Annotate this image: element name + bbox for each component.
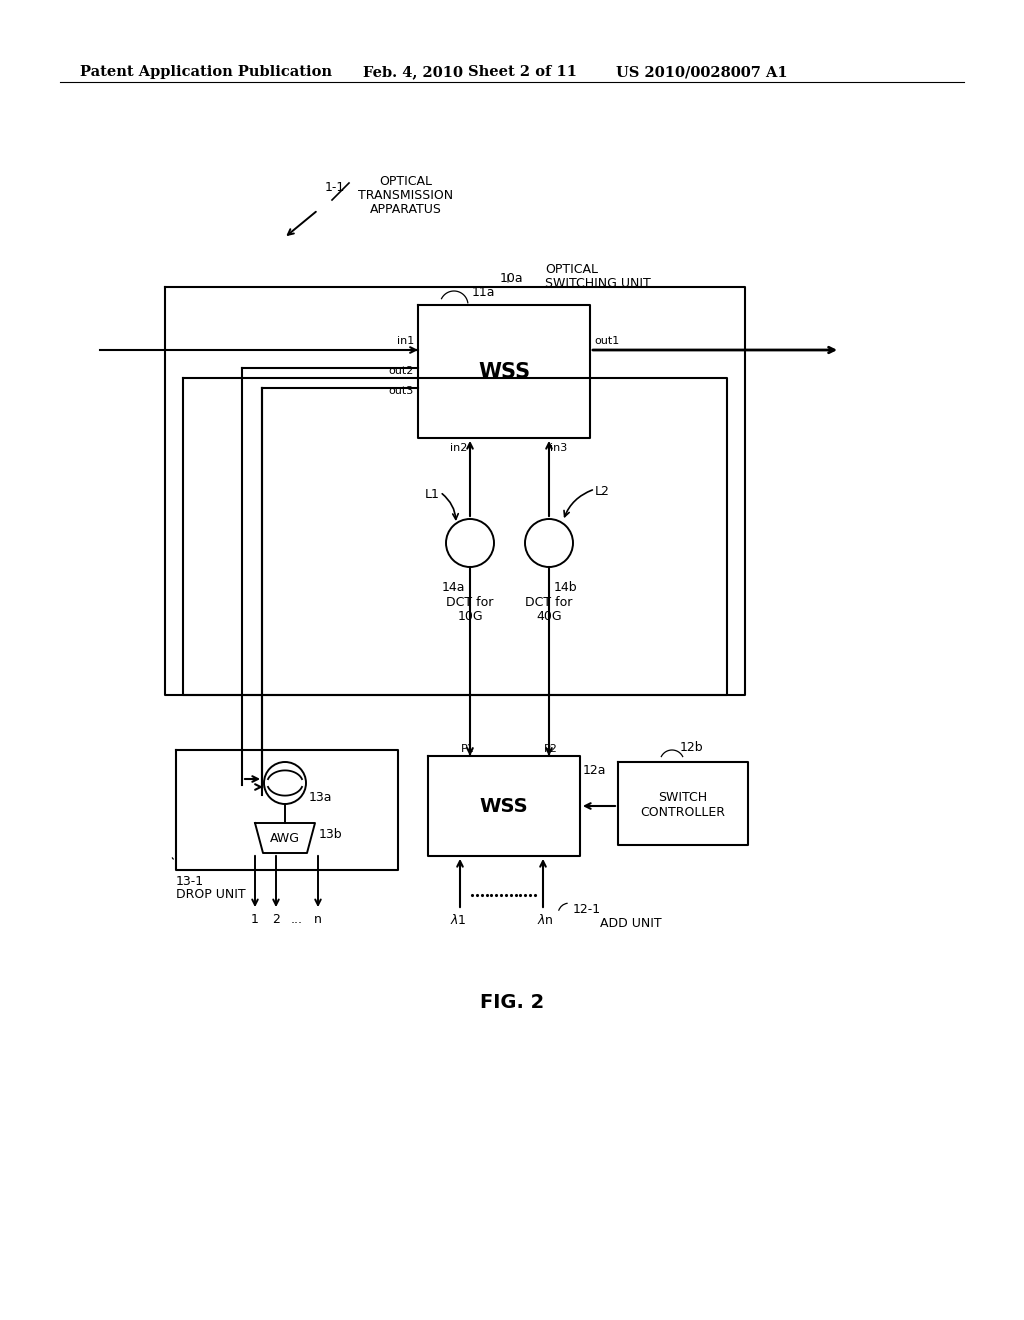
Text: 14a: 14a (441, 581, 465, 594)
Text: out1: out1 (594, 337, 620, 346)
Text: out2: out2 (389, 366, 414, 376)
Text: ADD UNIT: ADD UNIT (600, 917, 662, 931)
Text: 11a: 11a (472, 286, 496, 300)
Text: 40G: 40G (537, 610, 562, 623)
Text: in1: in1 (396, 337, 414, 346)
Text: SWITCHING UNIT: SWITCHING UNIT (545, 277, 650, 290)
Text: SWITCH: SWITCH (658, 791, 708, 804)
Text: 14b: 14b (554, 581, 578, 594)
Text: WSS: WSS (478, 362, 530, 381)
Text: APPARATUS: APPARATUS (370, 203, 442, 216)
Text: 13a: 13a (309, 791, 333, 804)
Text: WSS: WSS (479, 796, 528, 816)
Text: P1: P1 (461, 744, 475, 754)
Text: CONTROLLER: CONTROLLER (640, 807, 725, 818)
Text: L1: L1 (425, 488, 440, 502)
Text: Sheet 2 of 11: Sheet 2 of 11 (468, 65, 577, 79)
Text: in2: in2 (450, 444, 467, 453)
Text: DCT for: DCT for (446, 597, 494, 609)
Text: US 2010/0028007 A1: US 2010/0028007 A1 (616, 65, 787, 79)
Text: Patent Application Publication: Patent Application Publication (80, 65, 332, 79)
Text: 1-1: 1-1 (325, 181, 345, 194)
Text: $\lambda$n: $\lambda$n (537, 913, 553, 927)
Text: 1: 1 (251, 913, 259, 927)
Text: OPTICAL: OPTICAL (380, 176, 432, 187)
Text: DROP UNIT: DROP UNIT (176, 888, 246, 902)
Text: 10G: 10G (457, 610, 482, 623)
Text: 2: 2 (272, 913, 280, 927)
Text: 12a: 12a (583, 764, 606, 777)
Text: DCT for: DCT for (525, 597, 572, 609)
Text: OPTICAL: OPTICAL (545, 263, 598, 276)
Text: AWG: AWG (270, 832, 300, 845)
Text: 13-1: 13-1 (176, 875, 204, 888)
Text: L2: L2 (595, 484, 610, 498)
Text: n: n (314, 913, 322, 927)
Text: 10a: 10a (500, 272, 523, 285)
Text: ...: ... (291, 913, 303, 927)
Text: 12b: 12b (680, 741, 703, 754)
Text: FIG. 2: FIG. 2 (480, 993, 544, 1012)
Text: in3: in3 (550, 444, 567, 453)
Text: P2: P2 (544, 744, 558, 754)
Text: out3: out3 (389, 385, 414, 396)
Text: 12-1: 12-1 (573, 903, 601, 916)
Text: $\lambda$1: $\lambda$1 (450, 913, 466, 927)
Text: 13b: 13b (319, 828, 343, 841)
Text: Feb. 4, 2010: Feb. 4, 2010 (362, 65, 463, 79)
Text: TRANSMISSION: TRANSMISSION (358, 189, 454, 202)
